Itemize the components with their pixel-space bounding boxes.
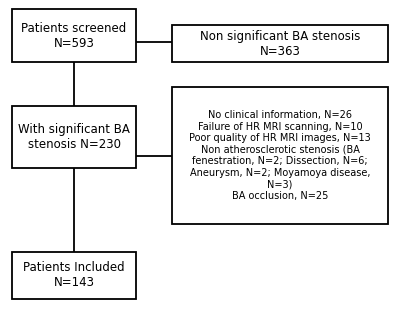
FancyBboxPatch shape	[172, 87, 388, 224]
FancyBboxPatch shape	[12, 9, 136, 62]
Text: Patients screened
N=593: Patients screened N=593	[21, 22, 127, 50]
FancyBboxPatch shape	[172, 25, 388, 62]
FancyBboxPatch shape	[12, 106, 136, 168]
Text: No clinical information, N=26
Failure of HR MRI scanning, N=10
Poor quality of H: No clinical information, N=26 Failure of…	[189, 110, 371, 201]
FancyBboxPatch shape	[12, 252, 136, 299]
Text: Patients Included
N=143: Patients Included N=143	[23, 261, 125, 289]
Text: With significant BA
stenosis N=230: With significant BA stenosis N=230	[18, 123, 130, 151]
Text: Non significant BA stenosis
N=363: Non significant BA stenosis N=363	[200, 30, 360, 58]
